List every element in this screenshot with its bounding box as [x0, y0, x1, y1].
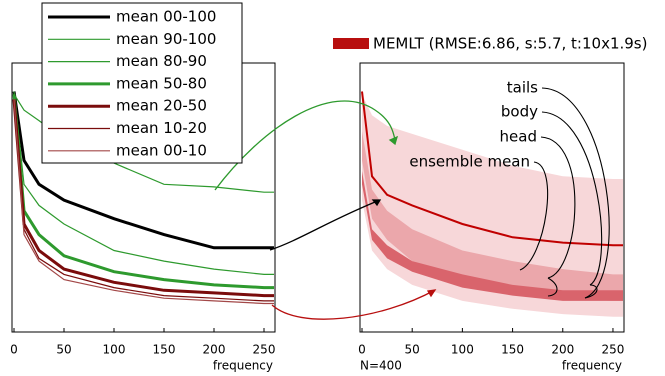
arrowhead	[388, 135, 399, 146]
annotation: body	[501, 103, 538, 121]
x-axis-label: frequency	[562, 359, 622, 373]
x-tick-label: 50	[56, 343, 71, 357]
x-tick-label: 0	[10, 343, 18, 357]
series-line	[12, 94, 274, 290]
leader	[541, 87, 610, 299]
series-line	[12, 91, 274, 250]
annotation: tails	[507, 79, 538, 97]
mean-line	[361, 91, 623, 247]
x-tick-label: 200	[551, 343, 574, 357]
x-tick-label: 150	[501, 343, 524, 357]
band-area	[362, 171, 623, 301]
legend-label: mean 00-100	[116, 8, 216, 26]
band-area	[362, 131, 623, 301]
annotation: ensemble mean	[409, 153, 530, 171]
x-tick-label: 150	[153, 343, 176, 357]
plots: 0 50 100 150 200 250 frequency tails body head ens…	[10, 35, 647, 373]
x-tick-label: 0	[358, 343, 366, 357]
legend-label: mean 10-20	[116, 119, 207, 137]
leader	[547, 277, 598, 299]
right-frame	[359, 62, 625, 333]
legend-label: mean 50-80	[116, 74, 207, 92]
x-tick-label: 100	[103, 343, 126, 357]
arrows	[214, 100, 437, 320]
legend-label: mean 90-100	[116, 30, 216, 48]
annotation: head	[500, 128, 537, 146]
arrowhead	[371, 199, 382, 207]
series-line	[13, 99, 274, 302]
arrow-black	[269, 199, 381, 251]
x-tick-label: 100	[451, 343, 474, 357]
series-line	[13, 91, 274, 275]
legend-swatch	[333, 38, 369, 49]
x-tick-label: 250	[602, 343, 625, 357]
note: N=400	[360, 359, 402, 373]
legend-label: mean 80-90	[116, 52, 207, 70]
x-tick-label: 200	[203, 343, 226, 357]
leader	[541, 111, 603, 286]
x-tick-label: 50	[405, 343, 420, 357]
x-axis-label: frequency	[213, 359, 273, 373]
arrow-red	[271, 289, 436, 320]
x-tick-label: 250	[253, 343, 276, 357]
legend-label: mean 20-50	[116, 97, 207, 115]
arrowhead	[426, 289, 437, 298]
leader	[540, 136, 576, 279]
arrow-green	[214, 100, 396, 191]
leaders	[519, 87, 610, 299]
leader	[519, 161, 549, 271]
legend-label: mean 00-10	[116, 141, 207, 159]
series-line	[13, 99, 274, 305]
series-line	[12, 99, 274, 298]
legend-label: MEMLT (RMSE:6.86, s:5.7, t:10x1.9s)	[373, 35, 647, 53]
legend-items: mean 00-100 mean 90-100 mean 80-90 mean 50-…	[48, 8, 216, 159]
